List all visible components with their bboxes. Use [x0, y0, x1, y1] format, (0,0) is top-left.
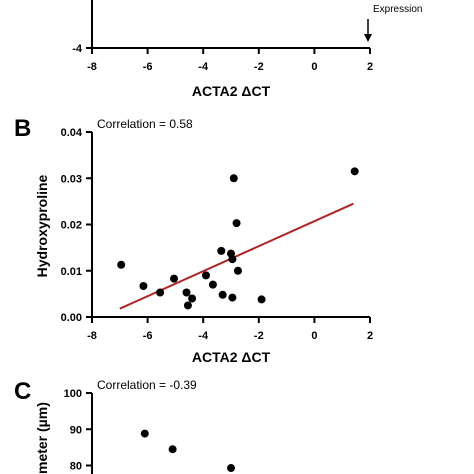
panel-b-y-tick-label: 0.04	[61, 127, 83, 139]
panel-b-letter: B	[14, 115, 31, 142]
panel-b-data-point	[188, 294, 197, 303]
panel-b-y-tick-label: 0.02	[61, 220, 82, 232]
panel-a: -8-6-4-202 -4-2 ACTA2 ΔCT Expression	[72, 0, 422, 99]
panel-c-data-point	[168, 445, 177, 454]
panel-a-annotation-arrowhead	[364, 34, 372, 42]
panel-b-data-point	[218, 290, 227, 299]
panel-a-x-axis-title: ACTA2 ΔCT	[192, 83, 271, 99]
panel-b-data-point	[170, 274, 179, 283]
panel-a-x-tick-label: -6	[143, 61, 153, 73]
panel-b-x-tick-label: -2	[254, 330, 264, 342]
panel-c-y-tick-label: 90	[70, 424, 82, 436]
panel-b-data-point	[117, 260, 126, 269]
panel-a-y-tick-label: -4	[72, 43, 83, 55]
panel-b-x-tick-label: 0	[311, 330, 317, 342]
panel-b-correlation: Correlation = 0.58	[97, 117, 193, 131]
panel-b-y-tick-label: 0.01	[61, 266, 82, 278]
panel-c-y-tick-label: 80	[70, 461, 82, 473]
panel-b-x-tick-label: -8	[87, 330, 97, 342]
panel-c: C Correlation = -0.39 100 90 80 meter (µm)	[14, 378, 235, 474]
panel-a-x-tick-label: 2	[367, 61, 373, 73]
panel-b-data-point	[183, 301, 192, 310]
panel-b-x-tick-label: -6	[143, 330, 153, 342]
panel-a-annotation: Expression	[373, 4, 422, 15]
panel-c-y-tick-label: 100	[64, 388, 82, 400]
panel-b: B Correlation = 0.58 -8 -6 -4 -2 0 2 0.00 0.01…	[14, 115, 373, 365]
panel-b-x-tick-label: 2	[367, 330, 373, 342]
panel-a-x-tick-label: 0	[311, 61, 317, 73]
panel-b-data-point	[233, 266, 242, 275]
panel-b-data-point	[217, 246, 226, 255]
panel-c-data-point	[140, 429, 149, 438]
panel-b-data-point	[182, 288, 191, 297]
panel-b-x-tick-label: -4	[198, 330, 209, 342]
panel-b-data-point	[156, 288, 165, 297]
panel-a-x-tick-label: -4	[198, 61, 209, 73]
panel-c-y-axis-title: meter (µm)	[34, 402, 50, 474]
panel-b-data-point	[139, 282, 148, 291]
panel-b-y-axis-title: Hydroxyproline	[34, 174, 50, 277]
panel-b-data-point	[201, 271, 210, 280]
panel-a-x-tick-label: -2	[254, 61, 264, 73]
panel-c-correlation: Correlation = -0.39	[97, 378, 197, 392]
panel-b-x-axis-title: ACTA2 ΔCT	[192, 349, 271, 365]
panel-c-data-point	[227, 464, 235, 473]
panel-a-x-tick-label: -8	[87, 61, 97, 73]
panel-b-data-point	[229, 174, 238, 183]
panel-b-y-tick-label: 0.03	[61, 173, 82, 185]
panel-b-data-point	[232, 219, 241, 228]
panel-b-data-point	[257, 295, 266, 304]
panel-b-data-point	[208, 280, 217, 289]
panel-c-letter: C	[14, 378, 31, 405]
panel-b-y-tick-label: 0.00	[61, 312, 82, 324]
panel-b-data-point	[228, 255, 237, 264]
panel-b-data-point	[228, 293, 237, 302]
panel-b-data-point	[350, 167, 359, 176]
